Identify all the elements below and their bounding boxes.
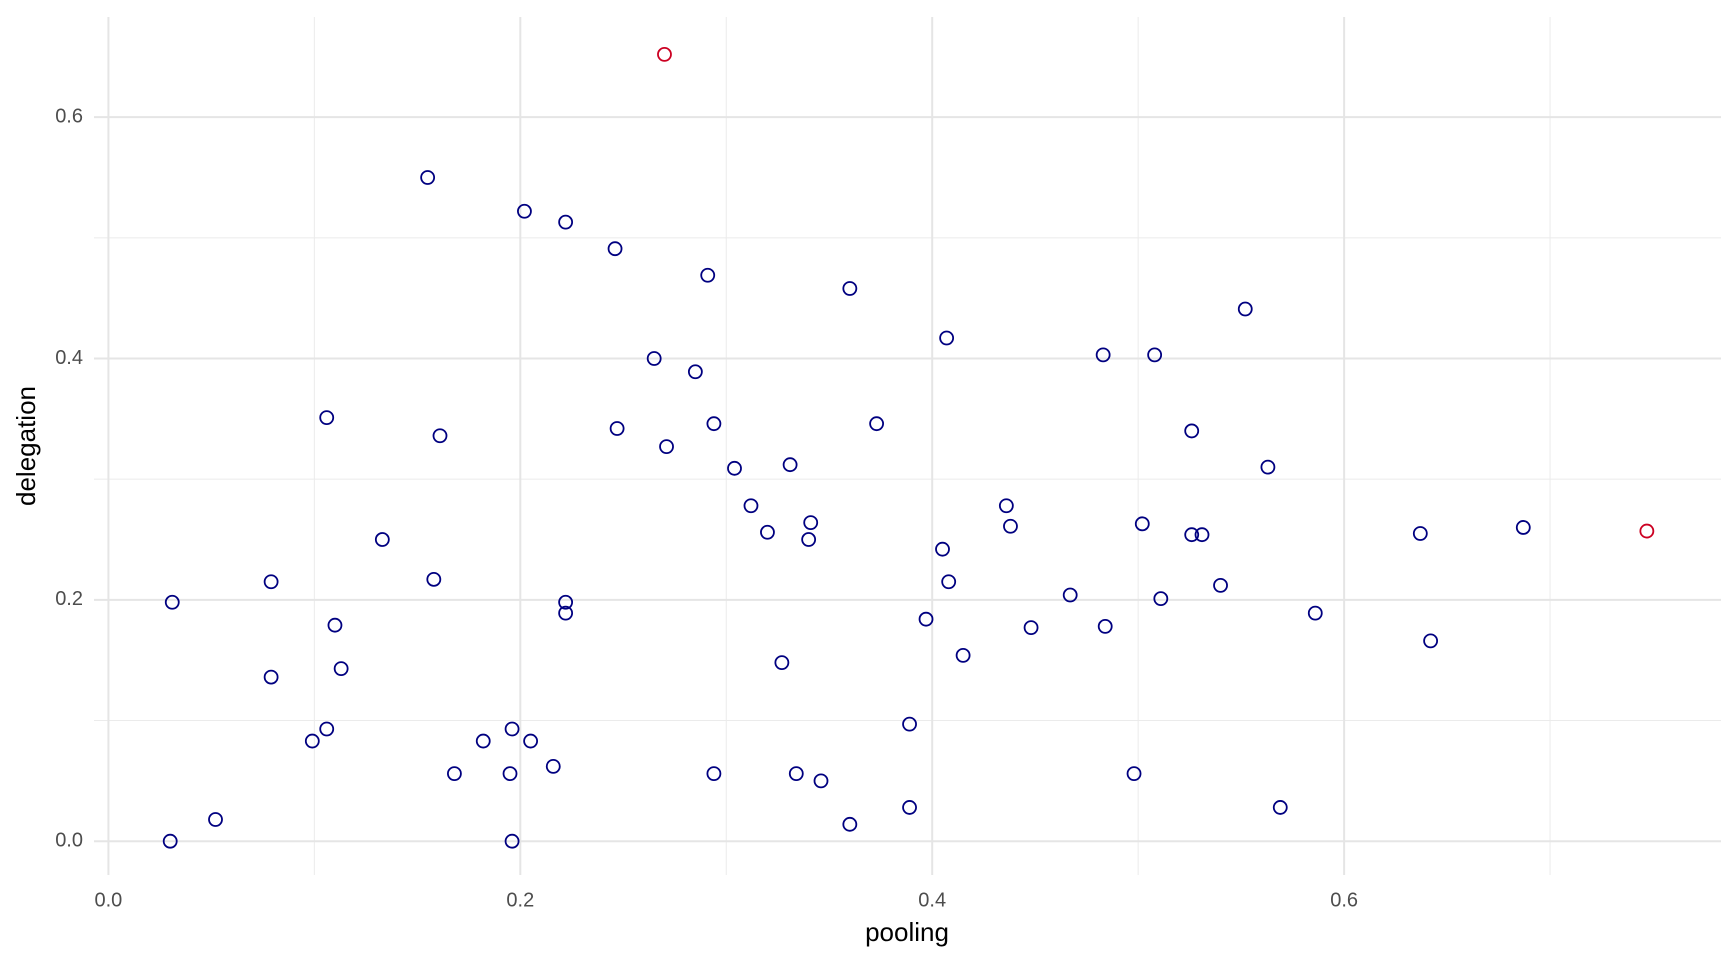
point xyxy=(803,515,819,531)
point xyxy=(327,617,343,633)
point xyxy=(1126,766,1142,782)
point xyxy=(998,498,1014,514)
point xyxy=(955,647,971,663)
point xyxy=(760,524,775,540)
point xyxy=(1095,347,1111,363)
point xyxy=(1237,301,1253,317)
point xyxy=(1260,459,1276,475)
point xyxy=(935,541,950,557)
point xyxy=(1272,800,1288,815)
point xyxy=(939,330,955,346)
point xyxy=(607,241,623,257)
x-tick-label: 0.6 xyxy=(1330,889,1358,911)
point xyxy=(1412,526,1428,541)
point xyxy=(1184,527,1200,543)
point xyxy=(774,655,790,671)
point xyxy=(558,214,574,230)
point xyxy=(447,766,462,782)
point xyxy=(208,812,223,827)
point xyxy=(902,800,917,815)
y-tick-label: 0.2 xyxy=(55,588,83,610)
point xyxy=(813,773,829,789)
point xyxy=(706,416,722,432)
point xyxy=(1023,620,1039,636)
point xyxy=(263,669,279,685)
y-tick-label: 0.4 xyxy=(55,347,83,369)
point xyxy=(788,766,804,782)
point xyxy=(502,766,518,782)
point xyxy=(319,410,335,426)
point xyxy=(162,833,178,849)
point xyxy=(687,364,703,380)
point xyxy=(1639,523,1655,539)
point xyxy=(304,733,320,749)
point xyxy=(504,721,520,737)
point xyxy=(164,594,180,610)
point xyxy=(1184,423,1200,439)
point xyxy=(842,816,858,832)
point xyxy=(902,716,917,732)
point xyxy=(426,571,442,587)
point xyxy=(1515,520,1531,535)
point xyxy=(1423,633,1439,649)
point xyxy=(374,532,390,547)
point xyxy=(801,532,817,547)
point xyxy=(609,421,625,436)
point xyxy=(646,351,662,366)
point xyxy=(475,733,491,749)
point xyxy=(420,170,436,185)
point xyxy=(727,460,742,476)
point xyxy=(545,758,561,774)
point xyxy=(941,574,957,590)
point xyxy=(1194,527,1210,543)
point xyxy=(432,428,448,444)
point xyxy=(558,594,574,610)
point xyxy=(1097,619,1113,634)
x-tick-label: 0.0 xyxy=(95,889,123,911)
point xyxy=(743,498,759,514)
point xyxy=(1062,587,1078,603)
point xyxy=(517,203,532,219)
point xyxy=(1003,518,1018,534)
y-tick-label: 0.6 xyxy=(55,105,83,127)
x-tick-label: 0.2 xyxy=(506,889,534,911)
point xyxy=(706,766,722,782)
point xyxy=(558,605,574,621)
point xyxy=(918,611,934,627)
point xyxy=(1153,591,1169,607)
y-axis-title: delegation xyxy=(11,386,41,506)
point xyxy=(1213,577,1228,593)
point xyxy=(504,833,520,849)
x-tick-label: 0.4 xyxy=(918,889,946,911)
point xyxy=(842,281,858,296)
point xyxy=(523,733,539,749)
point xyxy=(1147,347,1163,363)
y-tick-label: 0.0 xyxy=(55,829,83,851)
point xyxy=(657,47,672,62)
point xyxy=(782,457,798,473)
x-axis-title: pooling xyxy=(865,917,949,947)
point xyxy=(869,416,885,432)
point xyxy=(263,574,279,590)
point xyxy=(1134,516,1150,532)
point xyxy=(319,721,335,737)
point xyxy=(333,661,349,677)
point xyxy=(659,439,674,455)
point xyxy=(1307,605,1323,621)
point xyxy=(700,267,716,283)
